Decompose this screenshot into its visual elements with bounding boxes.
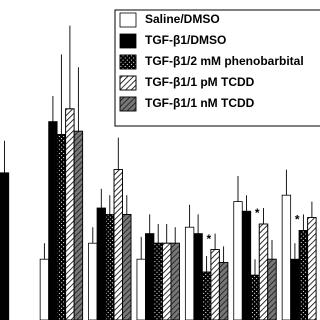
bar-fill: [290, 258, 300, 320]
bar-fill: [39, 258, 50, 320]
bar: [145, 233, 155, 320]
bar-pattern: [122, 213, 132, 320]
bar: [113, 169, 123, 320]
bar-fill: [233, 201, 243, 320]
significance-marker: *: [198, 254, 203, 268]
bar-fill: [96, 207, 106, 320]
bar: [258, 223, 269, 320]
legend-swatch: [119, 12, 137, 28]
bar: [0, 172, 10, 320]
bar-fill: [88, 242, 98, 320]
legend-swatch-pattern: [119, 75, 137, 91]
bar-pattern: [65, 108, 75, 320]
bar-pattern: [73, 130, 84, 320]
bar: [307, 217, 317, 320]
bar: [281, 194, 292, 320]
bar: [233, 201, 243, 320]
legend-box: [114, 9, 320, 127]
legend-label: TGF-β1/DMSO: [145, 33, 226, 47]
bar: [153, 242, 163, 320]
bar-fill: [193, 233, 203, 320]
bar: [250, 274, 260, 320]
legend-label: TGF-β1/2 mM phenobarbital: [145, 54, 304, 68]
bar: [290, 258, 300, 320]
bar: [48, 121, 58, 320]
bar-fill: [145, 233, 155, 320]
bar: [210, 249, 220, 320]
bar: [298, 229, 309, 320]
bar: [162, 242, 172, 320]
bar-pattern: [201, 271, 212, 320]
bar: [201, 271, 212, 320]
bar: [96, 207, 106, 320]
bar-pattern: [298, 229, 309, 320]
legend-swatch: [119, 33, 137, 49]
bar: [122, 213, 132, 320]
bar: [218, 261, 229, 320]
bar-pattern: [56, 133, 67, 320]
bar: [241, 210, 252, 320]
bar-pattern: [153, 242, 163, 320]
legend-swatch-pattern: [119, 96, 137, 112]
bar: [193, 233, 203, 320]
significance-marker: *: [246, 257, 251, 271]
bar: [267, 258, 277, 320]
bar-pattern: [307, 217, 317, 320]
bar-fill: [281, 194, 292, 320]
legend-swatch-pattern: [119, 54, 137, 70]
bar-pattern: [218, 261, 229, 320]
bar-fill: [241, 210, 252, 320]
significance-marker: *: [207, 232, 212, 246]
bar-pattern: [250, 274, 260, 320]
bar-pattern: [113, 169, 123, 320]
bar: [88, 242, 98, 320]
legend-label: TGF-β1/1 nM TCDD: [145, 96, 255, 110]
bar-pattern: [267, 258, 277, 320]
bar-fill: [0, 172, 10, 320]
bar-pattern: [170, 242, 180, 320]
bar: [73, 130, 84, 320]
legend-swatch-fill: [119, 33, 137, 49]
legend-swatch: [119, 54, 137, 70]
bar: [136, 258, 146, 320]
bar-fill: [48, 121, 58, 320]
bar: [56, 133, 67, 320]
legend-swatch-fill: [119, 12, 137, 28]
bar: [184, 226, 195, 320]
bar-pattern: [258, 223, 269, 320]
bar: [39, 258, 50, 320]
bar: [105, 213, 115, 320]
legend-label: TGF-β1/1 pM TCDD: [145, 75, 255, 89]
legend-label: Saline/DMSO: [145, 12, 220, 26]
bar-pattern: [105, 213, 115, 320]
significance-marker: *: [255, 206, 260, 220]
legend-swatch: [119, 75, 137, 91]
bar: [65, 108, 75, 320]
bar: [170, 242, 180, 320]
bar-fill: [136, 258, 146, 320]
bar-pattern: [162, 242, 172, 320]
legend-swatch: [119, 96, 137, 112]
significance-marker: *: [295, 213, 300, 227]
bar-pattern: [210, 249, 220, 320]
bar-fill: [184, 226, 195, 320]
